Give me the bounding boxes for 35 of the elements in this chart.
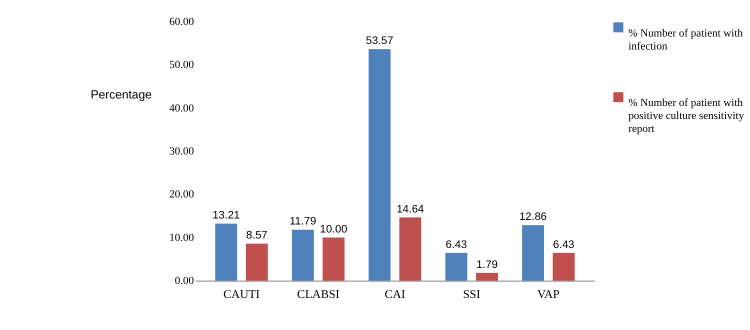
x-tick-label: CAUTI [223, 287, 260, 302]
bar [246, 244, 268, 281]
y-tick-label: 10.00 [169, 232, 194, 244]
bar [399, 217, 422, 281]
data-label: 1.79 [476, 258, 498, 271]
y-axis-title: Percentage [90, 88, 152, 102]
x-tick-label: CAI [384, 287, 406, 302]
bar [292, 230, 314, 281]
data-label: 12.86 [519, 211, 547, 224]
y-tick-label: 60.00 [169, 16, 194, 28]
data-label: 6.43 [446, 238, 467, 251]
bar [445, 252, 468, 281]
y-tick-label: 20.00 [169, 188, 194, 201]
bar [552, 252, 575, 281]
data-label: 11.79 [290, 216, 316, 228]
x-tick-label: VAP [537, 287, 560, 302]
data-label: 53.57 [366, 35, 394, 48]
y-tick-label: 50.00 [169, 59, 194, 72]
data-label: 6.43 [553, 238, 574, 251]
y-tick-label: 30.00 [169, 145, 194, 158]
bar [368, 49, 391, 281]
x-tick-label: CLABSI [296, 287, 340, 302]
data-label: 13.21 [212, 210, 240, 222]
data-label: 10.00 [320, 223, 348, 236]
bar [322, 237, 345, 281]
data-label: 8.57 [246, 230, 268, 242]
bar [522, 225, 544, 281]
legend-label: % Number of patient with infection [628, 27, 744, 52]
bar [215, 224, 238, 281]
data-label: 14.64 [396, 203, 424, 216]
legend-label: % Number of patient with positive culture sensitivity report [628, 97, 745, 136]
y-tick-label: 40.00 [169, 102, 194, 114]
bar [476, 272, 498, 281]
x-tick-label: SSI [463, 287, 480, 302]
y-tick-label: 0.00 [174, 275, 194, 288]
